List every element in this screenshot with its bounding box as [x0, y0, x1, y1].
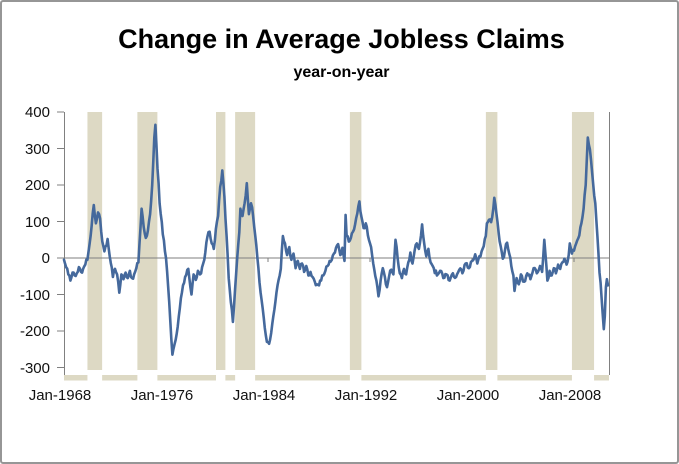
y-tick-label-300: 300: [24, 140, 50, 158]
recession-band-2001: [485, 112, 498, 370]
y-tick-label--300: -300: [19, 359, 50, 377]
bottom-strip-segment: [64, 375, 88, 381]
bottom-strip-segment: [361, 375, 486, 381]
bottom-strip-segment: [255, 375, 350, 381]
jobless-claims-line: [62, 123, 610, 357]
recession-band-1969-70: [87, 112, 103, 370]
bottom-strip-segment: [225, 375, 236, 381]
y-tick-label-0: 0: [41, 250, 50, 267]
y-tick-label-400: 400: [24, 104, 50, 121]
bottom-strip-segment: [102, 375, 138, 381]
x-tick-label-Jan-1992: Jan-1992: [334, 387, 398, 404]
chart-subtitle: year-on-year: [293, 64, 390, 81]
x-tick-label-Jan-1984: Jan-1984: [232, 387, 296, 404]
x-tick-label-Jan-2008: Jan-2008: [538, 387, 602, 404]
y-tick-label--100: -100: [19, 286, 50, 304]
y-tick-label--200: -200: [19, 323, 50, 340]
chart-title: Change in Average Jobless Claims: [118, 24, 565, 54]
bottom-strip-segment: [594, 375, 609, 381]
y-tick-label-100: 100: [24, 213, 50, 231]
x-tick-label-Jan-1968: Jan-1968: [28, 387, 92, 404]
recession-band-2007-09: [571, 112, 595, 370]
recession-band-1990-91: [349, 112, 362, 370]
recession-band-1981-82: [235, 112, 256, 370]
recession-band-1980: [216, 112, 226, 370]
x-tick-label-Jan-1976: Jan-1976: [130, 387, 194, 404]
y-tick-label-200: 200: [24, 177, 50, 194]
x-tick-label-Jan-2000: Jan-2000: [436, 387, 500, 404]
bottom-strip-segment: [157, 375, 216, 381]
bottom-strip-segment: [497, 375, 572, 381]
